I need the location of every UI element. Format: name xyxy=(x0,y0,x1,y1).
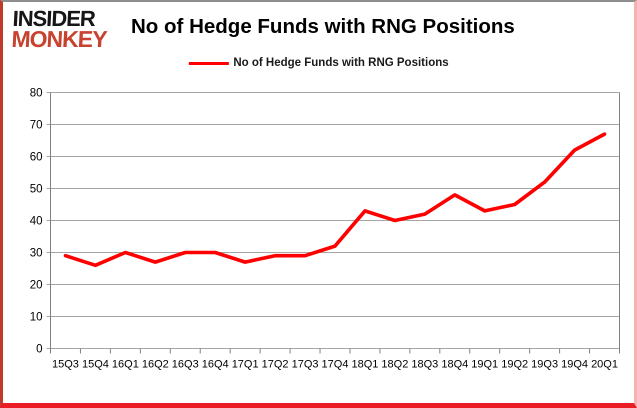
x-tick-label: 16Q3 xyxy=(172,359,199,371)
y-tick-label: 60 xyxy=(30,152,43,164)
x-tick-label: 15Q3 xyxy=(52,359,79,371)
x-tick-label: 17Q1 xyxy=(232,359,259,371)
x-tick-label: 17Q3 xyxy=(292,359,319,371)
x-tick-label: 18Q2 xyxy=(381,359,408,371)
y-tick-label: 30 xyxy=(30,248,43,260)
x-tick-label: 19Q2 xyxy=(501,359,528,371)
y-tick-label: 10 xyxy=(30,312,43,324)
legend: No of Hedge Funds with RNG Positions xyxy=(188,57,449,69)
y-tick-label: 50 xyxy=(30,184,43,196)
legend-line-swatch xyxy=(188,61,229,65)
chart-canvas: 0 10 20 30 40 50 60 70 80 15Q3 15Q4 16Q1 16Q2 16Q3 16Q… xyxy=(30,88,620,371)
x-tick-label: 16Q4 xyxy=(202,359,229,371)
x-tick-label: 18Q3 xyxy=(411,359,438,371)
x-tick-label: 18Q4 xyxy=(441,359,468,371)
x-tick-label: 15Q4 xyxy=(82,359,109,371)
series-line xyxy=(63,132,607,268)
x-tick-label: 18Q1 xyxy=(351,359,378,371)
x-tick-label: 17Q2 xyxy=(262,359,289,371)
y-tick-label: 0 xyxy=(36,344,42,356)
x-tick-label: 16Q2 xyxy=(142,359,169,371)
logo-text-monkey: MONKEY xyxy=(10,26,108,53)
y-tick-label: 20 xyxy=(30,280,43,292)
y-tick-label: 70 xyxy=(30,120,43,132)
chart-title: No of Hedge Funds with RNG Positions xyxy=(131,15,515,38)
x-tick-label: 19Q4 xyxy=(561,359,588,371)
x-tick-label: 19Q3 xyxy=(531,359,558,371)
y-tick-label: 80 xyxy=(30,88,43,100)
x-tick-label: 16Q1 xyxy=(112,359,139,371)
x-tick-label: 17Q4 xyxy=(322,359,349,371)
x-tick-label: 19Q1 xyxy=(471,359,498,371)
x-tick-label: 20Q1 xyxy=(591,359,618,371)
legend-label: No of Hedge Funds with RNG Positions xyxy=(233,57,449,69)
insider-monkey-logo: INSIDER MONKEY xyxy=(10,6,108,53)
y-tick-label: 40 xyxy=(30,216,43,228)
